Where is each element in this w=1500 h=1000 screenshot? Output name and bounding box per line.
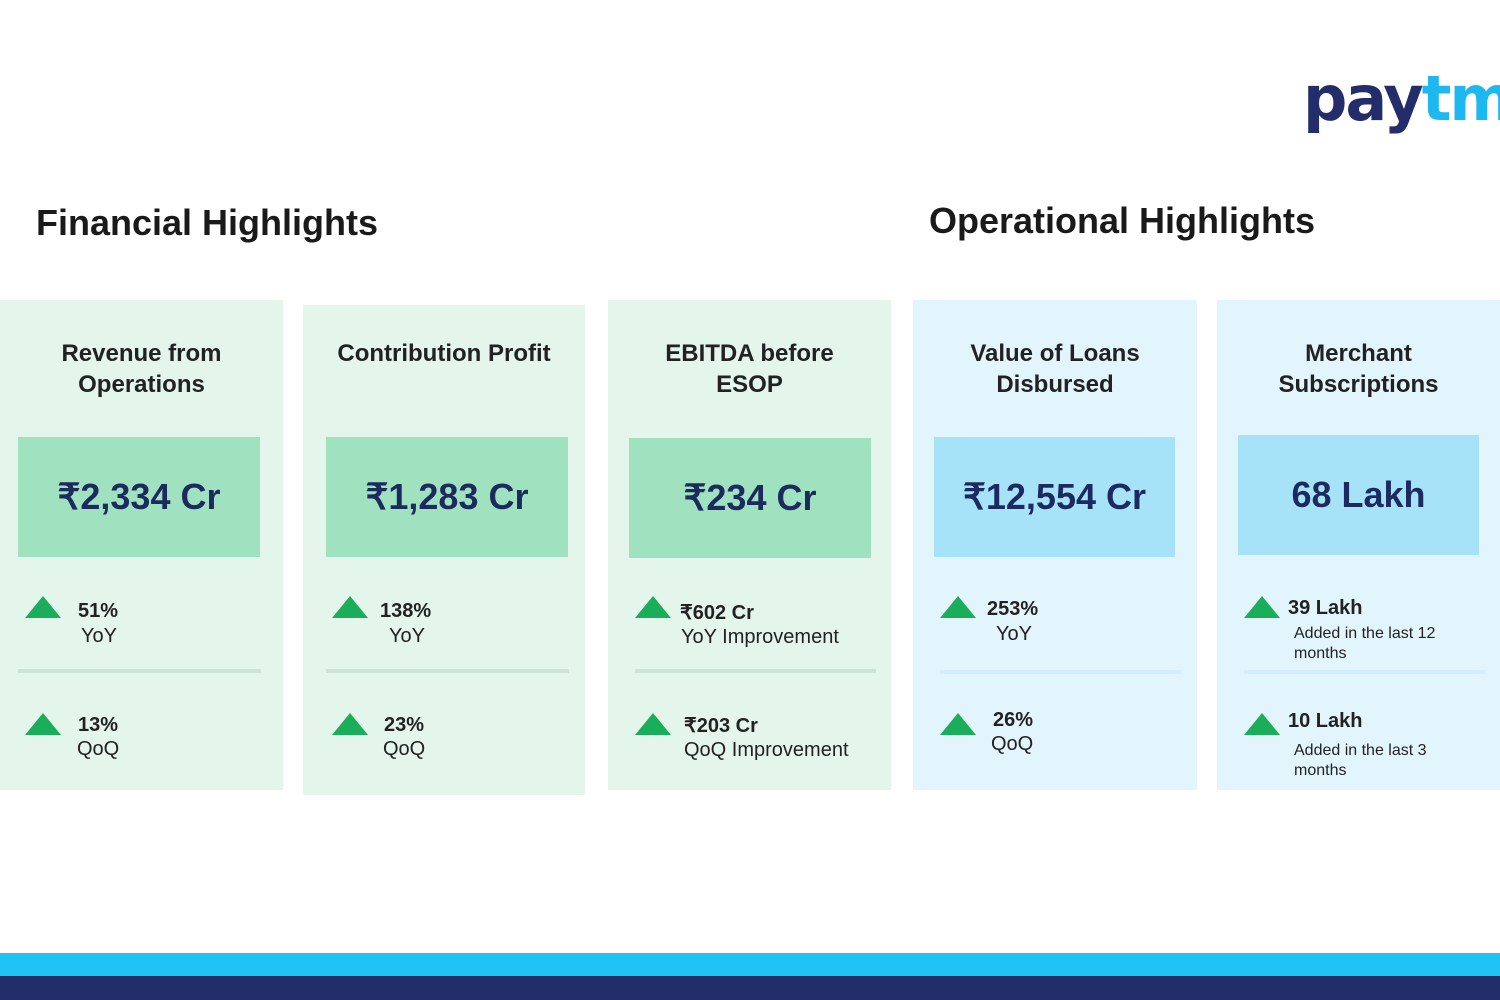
card-contribution-profit: Contribution Profit ₹1,283 Cr 138% YoY 2… xyxy=(303,305,585,795)
card-value: 68 Lakh xyxy=(1238,435,1479,555)
card-merchant-subscriptions: Merchant Subscriptions 68 Lakh 39 Lakh A… xyxy=(1217,300,1500,790)
up-arrow-icon xyxy=(25,713,61,735)
up-arrow-icon xyxy=(635,713,671,735)
yoy-metric: 253% xyxy=(987,598,1039,620)
qoq-metric: 23% xyxy=(384,714,425,736)
financial-highlights-heading: Financial Highlights xyxy=(36,202,379,243)
up-arrow-icon xyxy=(332,713,368,735)
yoy-label: YoY xyxy=(996,623,1032,645)
qoq-metric: 13% xyxy=(78,714,119,736)
yoy-label: YoY Improvement xyxy=(681,626,839,648)
card-value: ₹234 Cr xyxy=(629,438,871,558)
up-arrow-icon xyxy=(25,596,61,618)
divider xyxy=(940,670,1181,674)
card-value: ₹2,334 Cr xyxy=(18,437,260,557)
paytm-logo: paytm xyxy=(1303,62,1500,135)
card-title: EBITDA before ESOP xyxy=(665,340,834,398)
qoq-label: Added in the last 3 months xyxy=(1294,742,1427,779)
qoq-metric: 26% xyxy=(993,709,1034,731)
card-title: Revenue from Operations xyxy=(61,340,222,398)
card-title: Value of Loans Disbursed xyxy=(970,340,1140,398)
card-value: ₹12,554 Cr xyxy=(934,437,1175,557)
up-arrow-icon xyxy=(1244,713,1280,735)
card-revenue: Revenue from Operations ₹2,334 Cr 51% Yo… xyxy=(0,300,283,790)
card-title: Merchant Subscriptions xyxy=(1278,340,1439,398)
up-arrow-icon xyxy=(940,596,976,618)
yoy-metric: 39 Lakh xyxy=(1288,597,1363,619)
qoq-label: QoQ xyxy=(77,738,120,760)
yoy-metric: ₹602 Cr xyxy=(680,602,754,624)
divider xyxy=(18,669,261,673)
divider xyxy=(326,669,569,673)
up-arrow-icon xyxy=(940,713,976,735)
yoy-label: YoY xyxy=(81,625,117,647)
qoq-label: QoQ Improvement xyxy=(684,739,849,761)
qoq-label: QoQ xyxy=(383,738,426,760)
qoq-metric: ₹203 Cr xyxy=(684,715,758,737)
card-ebitda: EBITDA before ESOP ₹234 Cr ₹602 Cr YoY I… xyxy=(608,300,891,790)
yoy-metric: 51% xyxy=(78,600,119,622)
card-title: Contribution Profit xyxy=(337,340,551,367)
operational-highlights-heading: Operational Highlights xyxy=(929,200,1316,241)
up-arrow-icon xyxy=(635,596,671,618)
card-value: ₹1,283 Cr xyxy=(326,437,568,557)
qoq-label: QoQ xyxy=(991,733,1034,755)
qoq-metric: 10 Lakh xyxy=(1288,710,1363,732)
up-arrow-icon xyxy=(1244,596,1280,618)
divider xyxy=(635,669,876,673)
footer-band-navy xyxy=(0,976,1500,1000)
card-loans-disbursed: Value of Loans Disbursed ₹12,554 Cr 253%… xyxy=(913,300,1197,790)
yoy-label: YoY xyxy=(389,625,425,647)
footer-band-cyan xyxy=(0,953,1500,976)
yoy-label: Added in the last 12 months xyxy=(1294,625,1436,662)
divider xyxy=(1244,670,1485,674)
up-arrow-icon xyxy=(332,596,368,618)
yoy-metric: 138% xyxy=(380,600,432,622)
